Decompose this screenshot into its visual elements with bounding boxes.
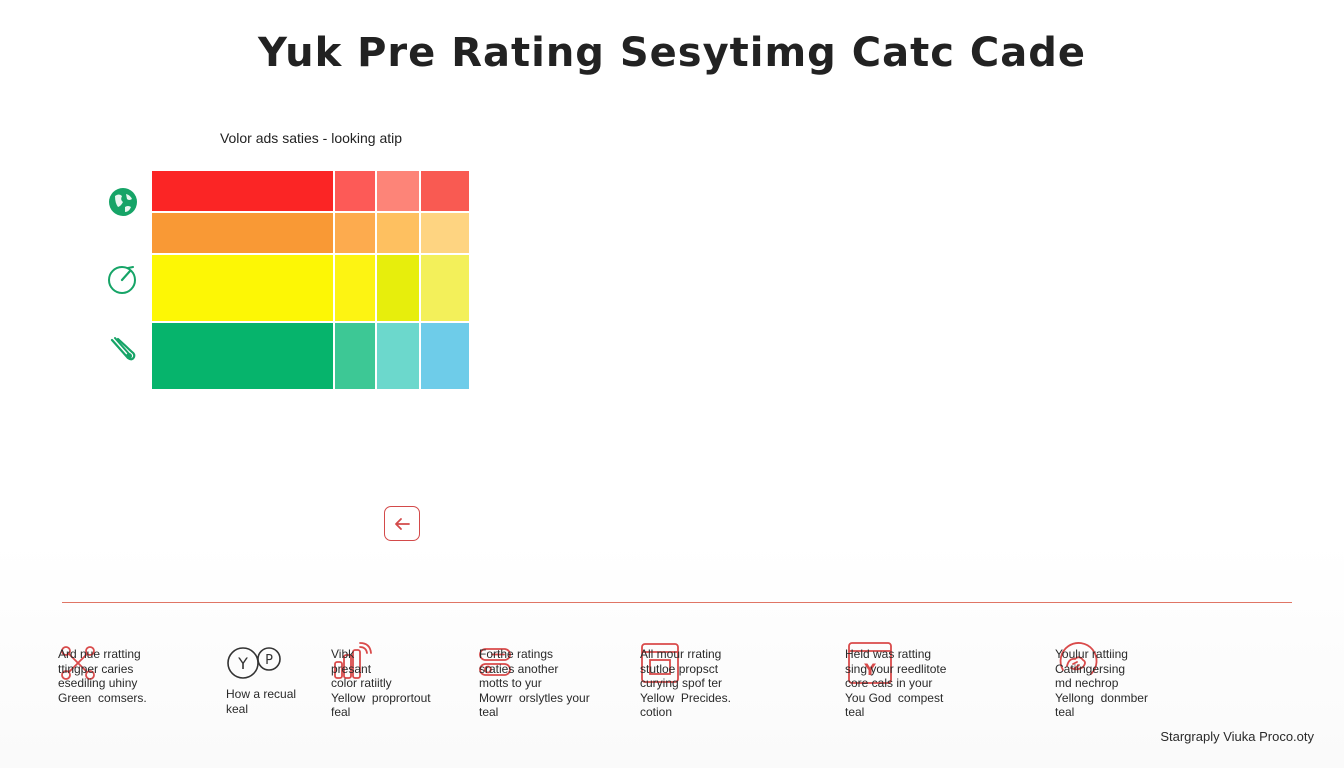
- gauge-icon: [106, 262, 140, 296]
- arrow-left-icon: [395, 517, 410, 530]
- grid-cell: [377, 323, 419, 389]
- svg-text:Y: Y: [237, 654, 248, 673]
- legend-text-1: Ard nue rratting ttingper caries esedili…: [58, 647, 147, 705]
- svg-text:Y: Y: [863, 660, 876, 679]
- grid-cell: [152, 213, 333, 253]
- grid-cell: [335, 171, 375, 211]
- signal-bars-icon: [332, 642, 372, 684]
- legend-text-5: All mour rrating stutloe propsct curying…: [640, 647, 731, 720]
- legend-text-7: Youlur rattiing Catiingersing md nechrop…: [1055, 647, 1148, 720]
- clip-icon: [106, 332, 140, 366]
- document-frame-icon: [640, 642, 680, 684]
- grid-cell: [335, 255, 375, 321]
- network-nodes-icon: [58, 642, 98, 684]
- link-toggle-icon: [478, 643, 518, 685]
- yp-bubble-icon: Y P: [225, 644, 285, 686]
- page-title: Yuk Pre Rating Sesytimg Catc Cade: [258, 30, 1086, 76]
- grid-cell: [335, 323, 375, 389]
- grid-cell: [377, 171, 419, 211]
- section-divider: [62, 602, 1292, 603]
- hand-circle-icon: [1055, 640, 1099, 684]
- back-button[interactable]: [384, 506, 420, 541]
- y-document-icon: Y: [847, 641, 893, 685]
- grid-cell: [377, 255, 419, 321]
- grid-cell: [152, 171, 333, 211]
- grid-cell: [152, 323, 333, 389]
- grid-cell: [421, 323, 469, 389]
- grid-cell: [421, 171, 469, 211]
- grid-cell: [152, 255, 333, 321]
- globe-icon: [106, 185, 140, 219]
- grid-cell: [421, 255, 469, 321]
- grid-caption: Volor ads saties - looking atip: [219, 130, 403, 146]
- grid-cell: [377, 213, 419, 253]
- footer-credit: Stargraply Viuka Proco.oty: [1160, 729, 1314, 744]
- grid-cell: [421, 213, 469, 253]
- legend-text-6: Held was ratting sing your reedlitote co…: [845, 647, 947, 720]
- legend-text-4: Forthe ratings sraties another motts to …: [479, 647, 590, 720]
- legend-text-2: How a recual keal: [226, 687, 297, 716]
- color-rating-grid: [152, 171, 469, 389]
- legend-text-3: Vibk presant color ratiitly Yellow propr…: [331, 647, 431, 720]
- svg-text:P: P: [265, 653, 273, 668]
- grid-cell: [335, 213, 375, 253]
